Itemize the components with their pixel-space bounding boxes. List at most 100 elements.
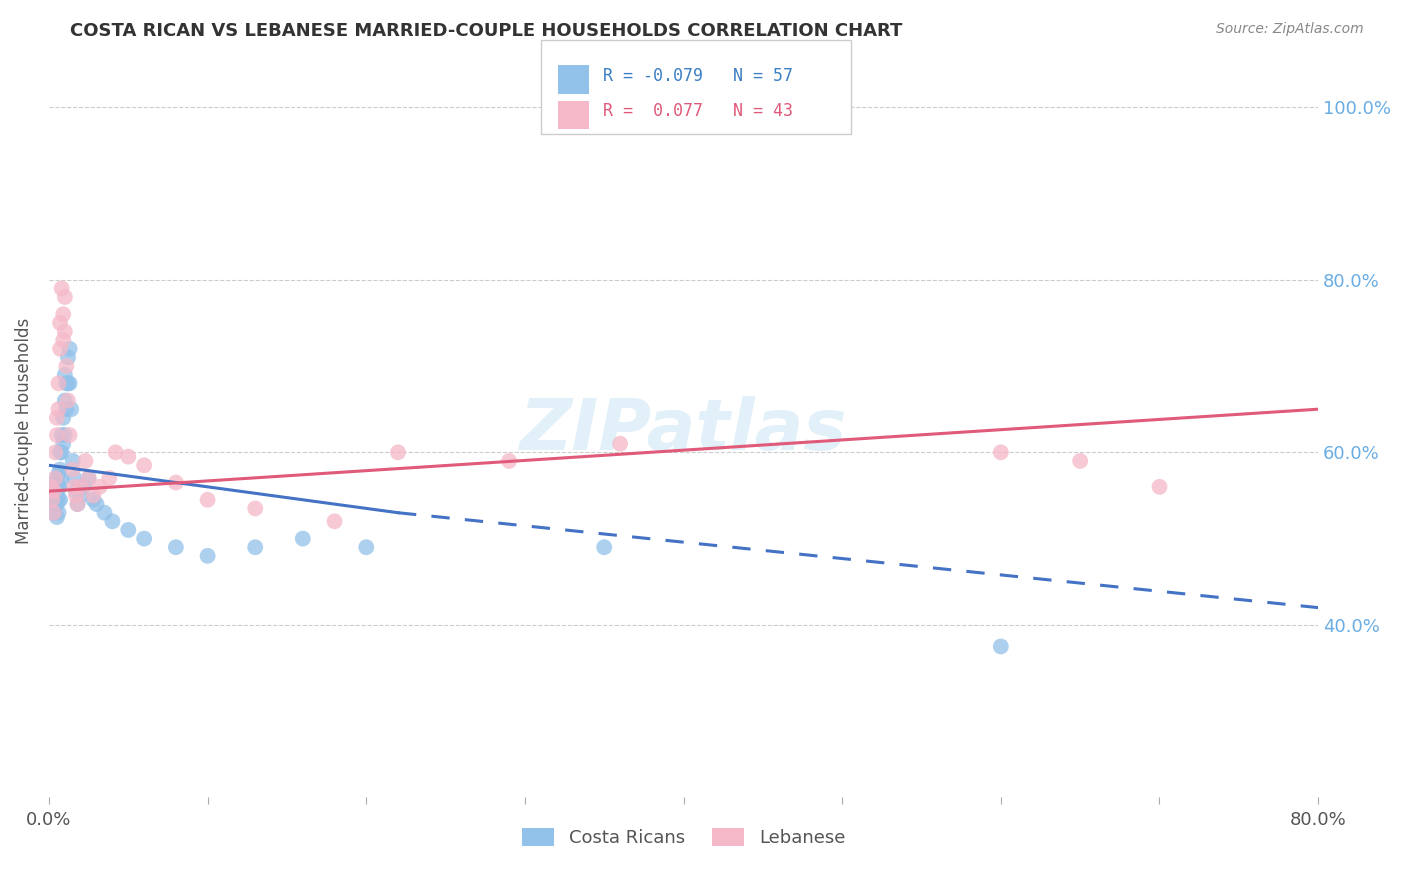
Point — [117, 450, 139, 464]
Point — [48, 467, 70, 481]
Point — [49, 342, 72, 356]
Point — [52, 410, 75, 425]
Text: R =  0.077   N = 43: R = 0.077 N = 43 — [603, 103, 793, 120]
Point — [44, 471, 66, 485]
Point — [498, 454, 520, 468]
Point — [593, 540, 616, 554]
Point — [62, 462, 84, 476]
Legend: Costa Ricans, Lebanese: Costa Ricans, Lebanese — [515, 821, 852, 855]
Point — [66, 497, 89, 511]
Point — [42, 506, 65, 520]
Point — [48, 376, 70, 391]
Point — [39, 480, 62, 494]
Point — [291, 532, 314, 546]
Point — [48, 480, 70, 494]
Point — [165, 475, 187, 490]
Y-axis label: Married-couple Households: Married-couple Households — [15, 318, 32, 544]
Text: COSTA RICAN VS LEBANESE MARRIED-COUPLE HOUSEHOLDS CORRELATION CHART: COSTA RICAN VS LEBANESE MARRIED-COUPLE H… — [70, 22, 903, 40]
Point — [86, 497, 108, 511]
Point — [356, 540, 378, 554]
Point — [245, 501, 267, 516]
Point — [53, 290, 76, 304]
Point — [134, 532, 156, 546]
Point — [58, 428, 80, 442]
Point — [51, 281, 73, 295]
Point — [45, 510, 67, 524]
Point — [53, 393, 76, 408]
Point — [39, 480, 62, 494]
Point — [56, 393, 79, 408]
Point — [1069, 454, 1091, 468]
Point — [134, 458, 156, 473]
Point — [52, 333, 75, 347]
Point — [44, 475, 66, 490]
Point — [98, 471, 121, 485]
Text: Source: ZipAtlas.com: Source: ZipAtlas.com — [1216, 22, 1364, 37]
Point — [63, 471, 86, 485]
Point — [55, 359, 77, 373]
Point — [41, 488, 63, 502]
Point — [49, 492, 72, 507]
Point — [56, 351, 79, 365]
Point — [42, 492, 65, 507]
Point — [42, 506, 65, 520]
Point — [609, 436, 631, 450]
Point — [69, 488, 91, 502]
Point — [117, 523, 139, 537]
Point — [41, 492, 63, 507]
Point — [49, 480, 72, 494]
Point — [93, 506, 115, 520]
Point — [42, 484, 65, 499]
Point — [53, 428, 76, 442]
Point — [45, 497, 67, 511]
Point — [77, 471, 100, 485]
Point — [51, 445, 73, 459]
Point — [52, 307, 75, 321]
Point — [45, 410, 67, 425]
Point — [69, 480, 91, 494]
Point — [62, 454, 84, 468]
Point — [82, 492, 104, 507]
Point — [77, 471, 100, 485]
Point — [45, 480, 67, 494]
Point — [58, 376, 80, 391]
Text: R = -0.079   N = 57: R = -0.079 N = 57 — [603, 67, 793, 85]
Point — [41, 497, 63, 511]
Point — [44, 445, 66, 459]
Point — [53, 325, 76, 339]
Point — [73, 480, 96, 494]
Point — [53, 368, 76, 382]
Point — [1149, 480, 1171, 494]
Point — [65, 488, 87, 502]
Point — [89, 480, 111, 494]
Point — [49, 462, 72, 476]
Point — [52, 436, 75, 450]
Point — [45, 428, 67, 442]
Point — [65, 484, 87, 499]
Point — [58, 342, 80, 356]
Point — [60, 402, 83, 417]
Point — [48, 506, 70, 520]
Point — [990, 640, 1012, 654]
Point — [45, 488, 67, 502]
Point — [55, 402, 77, 417]
Point — [63, 480, 86, 494]
Point — [323, 514, 346, 528]
Point — [44, 484, 66, 499]
Point — [66, 497, 89, 511]
Point — [165, 540, 187, 554]
Point — [51, 428, 73, 442]
Point — [51, 471, 73, 485]
Point — [49, 445, 72, 459]
Point — [55, 376, 77, 391]
Point — [990, 445, 1012, 459]
Point — [48, 492, 70, 507]
Point — [197, 492, 219, 507]
Point — [42, 484, 65, 499]
Point — [49, 316, 72, 330]
Point — [104, 445, 127, 459]
Point — [75, 454, 97, 468]
Point — [197, 549, 219, 563]
Point — [48, 402, 70, 417]
Point — [82, 488, 104, 502]
